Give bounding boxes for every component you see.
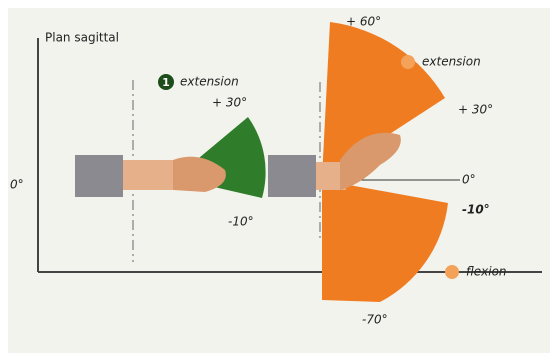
- forearm: [123, 160, 173, 190]
- diagram: Plan sagittal 0° 1 extension + 30° -10° …: [0, 0, 558, 361]
- angle-label: + 60°: [346, 15, 381, 29]
- motion-label: extension: [180, 75, 239, 89]
- angle-label: 0°: [10, 178, 24, 192]
- page: Plan sagittal 0° 1 extension + 30° -10° …: [0, 0, 558, 361]
- angle-label: + 30°: [212, 96, 247, 110]
- badge-number: 1: [162, 76, 170, 89]
- sleeve: [268, 155, 316, 197]
- motion-label: flexion: [466, 265, 507, 279]
- angle-label: -10°: [462, 203, 490, 217]
- angle-label: + 30°: [458, 103, 493, 117]
- motion-label: extension: [422, 55, 481, 69]
- badge: [401, 55, 415, 69]
- angle-label: -10°: [228, 215, 254, 229]
- sleeve: [75, 155, 123, 197]
- title: Plan sagittal: [45, 31, 119, 45]
- angle-label: -70°: [362, 313, 388, 327]
- badge: [445, 265, 459, 279]
- angle-label: 0°: [462, 173, 476, 187]
